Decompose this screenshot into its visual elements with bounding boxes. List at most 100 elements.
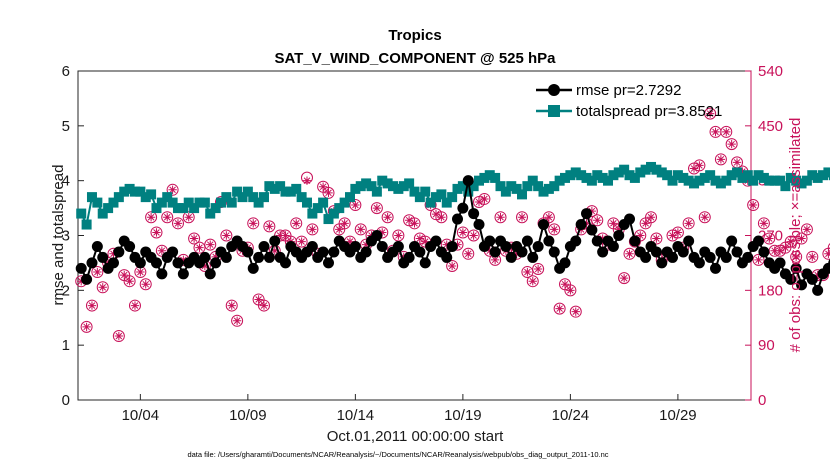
y2-tick-label: 90 [758,337,775,354]
totalspread-point [226,197,237,208]
rmse-point [279,257,291,269]
x-tick-label: 10/04 [122,407,160,424]
obs-assimilated-point [394,231,403,240]
x-tick-label: 10/09 [229,407,267,424]
obs-possible-point [790,250,803,263]
obs-assimilated-point [550,225,559,234]
rmse-point [806,273,818,285]
y-tick-label: 6 [62,63,70,80]
obs-possible-point [370,202,383,215]
totalspread-point [425,197,436,208]
totalspread-point [640,164,651,175]
totalspread-point [280,186,291,197]
rmse-point [376,240,388,252]
obs-assimilated-point [335,225,344,234]
obs-assimilated-point [598,234,607,243]
totalspread-point [570,167,581,178]
rmse-point [167,246,179,258]
obs-possible-point [720,125,733,138]
totalspread-point [592,170,603,181]
obs-assimilated-point [130,301,140,310]
obs-possible-point [193,241,206,254]
totalspread-point [764,175,775,186]
totalspread-point [264,181,275,192]
totalspread-point [119,186,130,197]
obs-assimilated-point [93,267,102,277]
rmse-point [97,251,109,263]
obs-possible-point [123,275,136,288]
totalspread-point [463,186,474,197]
obs-possible-point [682,217,695,230]
obs-possible-point [161,211,174,224]
obs-possible-point [220,229,233,242]
obs-assimilated-point [270,246,279,255]
obs-assimilated-point [308,225,317,234]
x-axis: 10/04 10/09 10/14 10/19 10/24 10/29 [122,394,697,424]
totalspread-point [248,192,259,203]
totalspread-point [683,175,694,186]
y-tick-label: 2 [62,282,70,299]
rmse-point [543,235,555,247]
totalspread-point [699,172,710,183]
totalspread-point [527,175,538,186]
totalspread-point [495,181,506,192]
obs-assimilated-point [324,188,333,198]
rmse-point [107,257,119,269]
obs-assimilated-point [689,164,699,173]
obs-assimilated-point [625,249,634,258]
obs-possible-point [263,220,276,233]
obs-possible-point [338,217,351,230]
rmse-point [559,257,571,269]
totalspread-point [81,219,92,230]
totalspread-point [387,181,398,192]
obs-possible-point [145,211,158,224]
totalspread-point [156,197,167,208]
obs-assimilated-point [141,280,150,289]
obs-possible-point [521,266,534,279]
rmse-point [263,251,275,263]
rmse-point [785,273,797,285]
x-tick-label: 10/19 [444,407,482,424]
obs-possible-point [247,217,260,230]
totalspread-point [543,183,554,194]
totalspread-point [92,197,103,208]
obs-possible-point [795,232,808,245]
totalspread-point [393,183,404,194]
rmse-point [548,246,560,258]
obs-assimilated-point [512,249,521,258]
obs-possible-point [91,266,104,279]
obs-possible-point [257,299,270,312]
totalspread-point [576,170,587,181]
totalspread-point [361,178,372,189]
obs-assimilated-point [802,225,812,234]
obs-assimilated-point [292,219,301,228]
obs-assimilated-point [759,219,769,228]
obs-assimilated-point [722,127,731,137]
obs-assimilated-point [442,240,451,249]
totalspread-point [758,172,769,183]
totalspread-point [108,197,119,208]
totalspread-point [565,170,576,181]
obs-assimilated-point [275,231,285,240]
obs-assimilated-point [469,231,478,240]
obs-assimilated-point [206,240,215,249]
totalspread-point [194,197,205,208]
x-tick-label: 10/29 [659,407,697,424]
obs-assimilated-point [136,267,145,277]
totalspread-point [344,192,355,203]
totalspread-point [597,172,608,183]
rmse-point [538,219,550,231]
totalspread-point [328,208,339,219]
obs-assimilated-point [560,280,570,289]
obs-assimilated-point [824,249,830,258]
obs-assimilated-point [415,234,425,243]
rmse-point [586,224,598,236]
obs-possible-point [564,284,577,297]
obs-assimilated-point [189,234,199,243]
obs-possible-point [553,302,566,315]
obs-assimilated-point [281,231,290,240]
obs-possible-point [618,272,631,285]
rmse-point [419,257,431,269]
obs-possible-point [290,217,303,230]
totalspread-point [646,161,657,172]
